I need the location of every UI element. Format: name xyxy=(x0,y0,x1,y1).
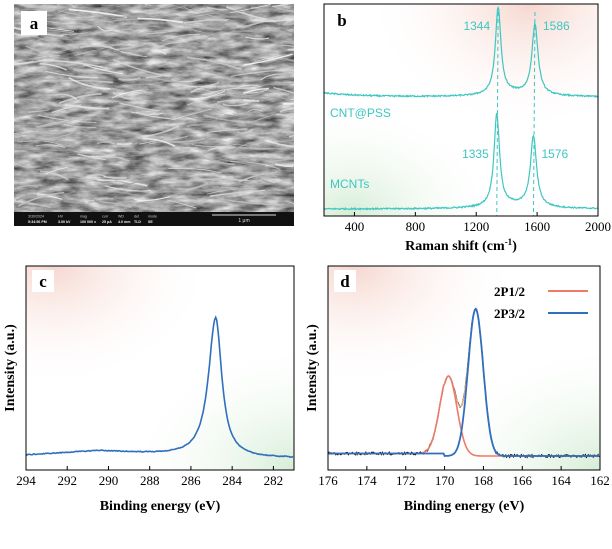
sem-fiber xyxy=(221,187,238,188)
xps-s-x-tick-label: 174 xyxy=(357,473,377,488)
sem-bar-value: SE xyxy=(148,220,153,224)
xps-s-x-tick-label: 164 xyxy=(551,473,571,488)
xps-s-x-tick-label: 162 xyxy=(590,473,610,488)
xps-c-x-label: Binding energy (eV) xyxy=(100,499,221,514)
panel-d: 2P1/2 2P3/2 176 174 172 170 168 166 164 162 Bind… xyxy=(306,262,612,544)
sem-bar-label: mode xyxy=(148,215,157,219)
raman-series-label: MCNTs xyxy=(330,177,369,191)
xps-c-y-label: Intensity (a.u.) xyxy=(3,324,18,412)
sem-bar-value: 4.0 mm xyxy=(118,220,130,224)
raman-peak-label: 1335 xyxy=(462,147,489,161)
sem-bar-label: det xyxy=(134,215,139,219)
xps-c-x-tick-label: 284 xyxy=(222,473,242,488)
sem-fiber xyxy=(194,179,221,180)
sem-bar-label: curr xyxy=(102,215,109,219)
sem-bar-label: 3/30/2024 xyxy=(28,215,44,219)
xps-s-x-label: Binding energy (eV) xyxy=(404,499,525,514)
sem-bar-value: TLD xyxy=(134,220,141,224)
xps-c-x-tick-label: 282 xyxy=(264,473,284,488)
raman-peak-label: 1344 xyxy=(463,19,490,33)
xps-s-x-tick-label: 166 xyxy=(513,473,533,488)
sem-fiber xyxy=(182,147,198,148)
xps-c-x-tick-label: 288 xyxy=(140,473,160,488)
raman-x-tick-label: 1600 xyxy=(524,219,550,234)
panel-d-letter: d xyxy=(340,272,350,291)
panel-b-letter: b xyxy=(337,11,346,30)
panel-b: CNT@PSS 1344 1586 MCNTs 1335 1576 400 800 1200 1… xyxy=(316,0,612,262)
raman-chart: CNT@PSS 1344 1586 MCNTs 1335 1576 400 800 1200 1… xyxy=(316,0,612,262)
raman-x-label: Raman shift (cm-1) xyxy=(405,237,517,254)
xps-s-x-tick-label: 176 xyxy=(318,473,338,488)
xps-s-legend-label: 2P1/2 xyxy=(494,284,525,299)
sem-bar-label: mag xyxy=(80,215,87,219)
sem-bar-label: HV xyxy=(58,215,64,219)
sem-bar-value: 5:34:56 PM xyxy=(28,220,47,224)
xps-c-x-tick-label: 292 xyxy=(57,473,77,488)
raman-x-tick-label: 800 xyxy=(406,219,426,234)
xps-s-legend-label: 2P3/2 xyxy=(494,306,525,321)
raman-x-tick-label: 1200 xyxy=(463,219,489,234)
xps-s-chart: 2P1/2 2P3/2 176 174 172 170 168 166 164 162 Bind… xyxy=(306,262,612,544)
xps-s-y-label: Intensity (a.u.) xyxy=(306,324,320,412)
xps-s-x-tick-label: 172 xyxy=(396,473,416,488)
sem-fiber xyxy=(93,198,113,199)
panel-a-letter: a xyxy=(30,14,39,33)
xps-c-x-tick-label: 294 xyxy=(16,473,36,488)
raman-x-tick-label: 400 xyxy=(345,219,365,234)
raman-x-tick-label: 2000 xyxy=(585,219,611,234)
xps-c-chart: 294 292 290 288 286 284 282 Binding energy (eV… xyxy=(0,262,306,544)
sem-fiber xyxy=(117,143,132,144)
xps-s-x-tick-label: 170 xyxy=(435,473,455,488)
sem-bar-value: 3.00 kV xyxy=(58,220,71,224)
xps-s-x-tick-label: 168 xyxy=(474,473,494,488)
raman-peak-label: 1576 xyxy=(541,147,568,161)
panel-c: 294 292 290 288 286 284 282 Binding energy (eV… xyxy=(0,262,306,544)
sem-fiber xyxy=(283,24,294,25)
sem-bar-value: 25 pA xyxy=(102,220,112,224)
xps-c-x-tick-label: 286 xyxy=(181,473,201,488)
xps-c-x-tick-label: 290 xyxy=(99,473,119,488)
panel-c-letter: c xyxy=(39,272,47,291)
sem-bar-value: 100 000 x xyxy=(80,220,96,224)
raman-peak-label: 1586 xyxy=(543,19,570,33)
sem-bar-label: WD xyxy=(118,215,124,219)
sem-scale-label: 1 μm xyxy=(238,218,249,224)
raman-series-label: CNT@PSS xyxy=(330,106,391,120)
